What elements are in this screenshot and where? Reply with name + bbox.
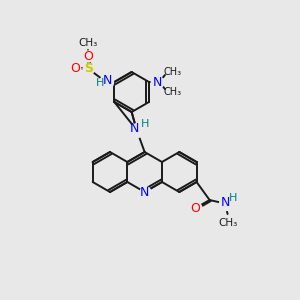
Text: O: O xyxy=(83,50,93,62)
Text: CH₃: CH₃ xyxy=(164,87,182,97)
Text: CH₃: CH₃ xyxy=(79,38,98,48)
Text: N: N xyxy=(130,122,139,136)
Text: O: O xyxy=(191,202,200,214)
Text: S: S xyxy=(84,62,93,76)
Text: H: H xyxy=(140,119,149,129)
Text: CH₃: CH₃ xyxy=(164,67,182,77)
Text: H: H xyxy=(228,193,237,203)
Text: H: H xyxy=(96,78,104,88)
Text: N: N xyxy=(140,185,149,199)
Text: N: N xyxy=(103,74,112,88)
Text: CH₃: CH₃ xyxy=(218,218,237,228)
Text: N: N xyxy=(221,196,230,208)
Text: N: N xyxy=(152,76,162,88)
Text: O: O xyxy=(70,62,80,76)
